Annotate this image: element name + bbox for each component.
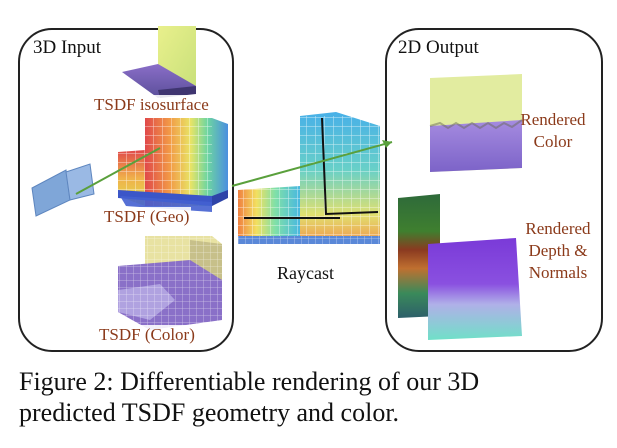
caption-line-2: predicted TSDF geometry and color. bbox=[19, 398, 400, 427]
label-rendered-color: Rendered Color bbox=[511, 109, 595, 153]
rendered-color-image bbox=[429, 74, 523, 172]
figure-caption: Figure 2: Differentiable rendering of ou… bbox=[19, 366, 609, 428]
ray-arrow bbox=[75, 140, 393, 195]
raycast-voxel-grid bbox=[238, 112, 380, 244]
label-rendered-color-line1: Rendered bbox=[520, 110, 586, 129]
label-tsdf-isosurface: TSDF isosurface bbox=[92, 95, 211, 115]
input-panel-title: 3D Input bbox=[33, 37, 102, 58]
rendered-normals-image bbox=[428, 238, 522, 340]
raycast-label: Raycast bbox=[277, 263, 334, 283]
caption-line-1: Figure 2: Differentiable rendering of ou… bbox=[19, 367, 480, 396]
label-depth-line3: Normals bbox=[528, 263, 588, 282]
label-depth-line2: Depth & bbox=[528, 241, 588, 260]
label-tsdf-geo: TSDF (Geo) bbox=[102, 207, 192, 227]
tsdf-isosurface-render bbox=[122, 26, 196, 98]
tsdf-color-render bbox=[118, 236, 222, 330]
output-panel-title: 2D Output bbox=[398, 37, 479, 58]
label-depth-normals: Rendered Depth & Normals bbox=[516, 218, 600, 284]
camera-icon bbox=[31, 163, 95, 217]
tsdf-geo-render bbox=[118, 118, 228, 212]
label-tsdf-color: TSDF (Color) bbox=[97, 325, 197, 345]
label-depth-line1: Rendered bbox=[525, 219, 591, 238]
label-rendered-color-line2: Color bbox=[533, 132, 573, 151]
